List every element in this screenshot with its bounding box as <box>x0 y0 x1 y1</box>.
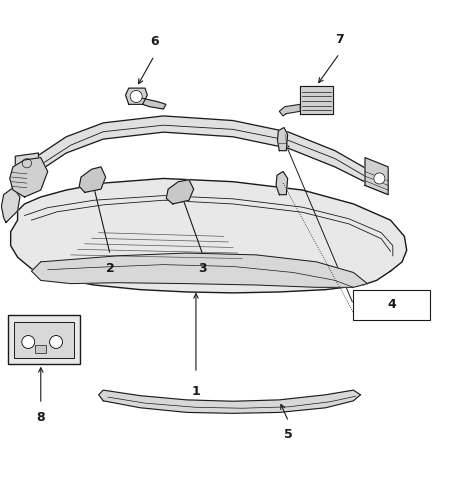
Circle shape <box>22 335 35 348</box>
Polygon shape <box>125 88 147 104</box>
Text: 7: 7 <box>335 33 344 46</box>
Polygon shape <box>15 153 39 174</box>
Text: 8: 8 <box>36 412 45 425</box>
Text: 4: 4 <box>388 298 396 311</box>
Polygon shape <box>10 158 48 197</box>
Circle shape <box>49 335 62 348</box>
Circle shape <box>130 91 142 103</box>
Polygon shape <box>32 253 367 287</box>
Text: 5: 5 <box>284 428 293 441</box>
FancyBboxPatch shape <box>353 290 430 320</box>
Polygon shape <box>277 128 288 151</box>
Polygon shape <box>39 116 367 183</box>
FancyBboxPatch shape <box>8 315 80 364</box>
Polygon shape <box>99 390 360 414</box>
Polygon shape <box>276 172 288 195</box>
Text: 6: 6 <box>150 35 158 48</box>
Polygon shape <box>279 104 300 116</box>
Polygon shape <box>300 86 333 114</box>
Polygon shape <box>79 167 106 192</box>
Polygon shape <box>1 187 20 223</box>
Text: 1: 1 <box>192 385 200 398</box>
Polygon shape <box>166 180 194 204</box>
Polygon shape <box>143 98 166 109</box>
FancyBboxPatch shape <box>35 345 46 353</box>
FancyBboxPatch shape <box>14 321 74 358</box>
Polygon shape <box>365 158 388 195</box>
Text: 2: 2 <box>106 262 115 275</box>
Text: 3: 3 <box>199 262 207 275</box>
Circle shape <box>22 159 32 168</box>
Polygon shape <box>11 178 407 293</box>
Circle shape <box>374 173 385 184</box>
